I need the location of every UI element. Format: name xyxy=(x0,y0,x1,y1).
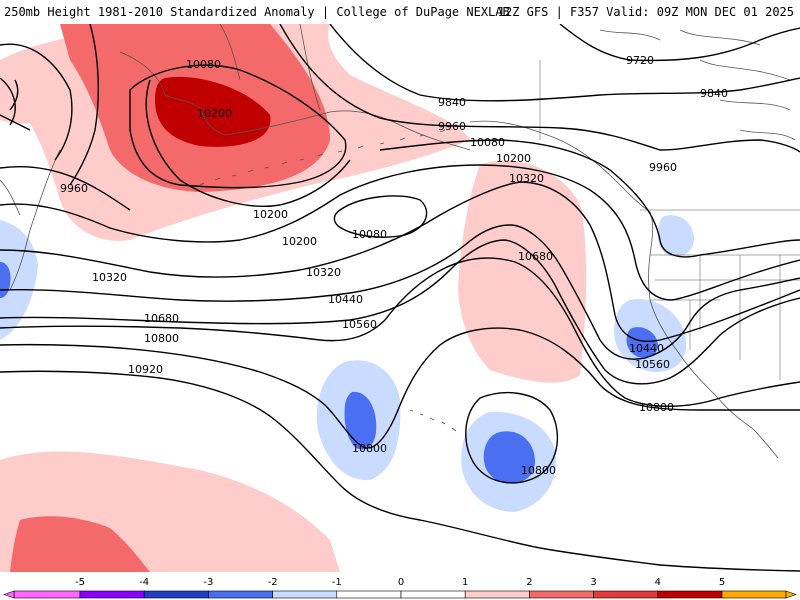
contour-10200 xyxy=(0,164,800,301)
contour-label: 10800 xyxy=(521,464,556,477)
negative-anomaly-core xyxy=(626,327,658,358)
contour-label: 10320 xyxy=(92,271,127,284)
map-title: 250mb Height 1981-2010 Standardized Anom… xyxy=(4,5,510,19)
contour-9960 xyxy=(279,24,800,153)
contour-label: 10680 xyxy=(518,250,553,263)
colorbar-swatch xyxy=(464,590,530,599)
negative-anomaly-region xyxy=(657,215,694,257)
model-run-valid-time: 12Z GFS | F357 Valid: 09Z MON DEC 01 202… xyxy=(497,5,794,19)
colorbar-tick-label: -1 xyxy=(332,577,342,588)
contour-10800 xyxy=(0,327,800,449)
hawaiian-islands xyxy=(409,409,457,432)
anomaly-map: 9720 9840 9840 9960 9960 9960 10080 1008… xyxy=(0,24,800,572)
contour-label: 10440 xyxy=(629,342,664,355)
colorbar-swatch xyxy=(721,590,787,599)
geography-outlines xyxy=(0,24,800,459)
arctic-islands xyxy=(599,29,796,141)
negative-anomaly-core xyxy=(344,391,377,450)
positive-anomaly-region xyxy=(10,516,150,572)
contour-label: 10560 xyxy=(342,318,377,331)
contour-label: 10800 xyxy=(144,332,179,345)
colorbar-swatch xyxy=(657,590,723,599)
aleutian-islands xyxy=(199,129,446,186)
colorbar: -5 -4 -3 -2 -1 0 1 2 3 4 5 xyxy=(3,577,797,599)
contour-10920 xyxy=(0,370,800,572)
colorbar-swatch xyxy=(529,590,594,599)
contour-label: 10200 xyxy=(496,152,531,165)
contour-label: 10200 xyxy=(253,208,288,221)
colorbar-swatch xyxy=(593,590,659,599)
colorbar-swatch xyxy=(79,590,145,599)
colorbar-swatch xyxy=(13,590,81,599)
contour-label: 10080 xyxy=(470,136,505,149)
contour-10200 xyxy=(145,79,351,207)
contour-label: 9720 xyxy=(626,54,654,67)
contour-label: 9960 xyxy=(649,161,677,174)
contour-label: 10320 xyxy=(306,266,341,279)
contour-10320 xyxy=(0,181,800,342)
colorbar-tick-label: -4 xyxy=(139,577,149,588)
contour-label: 9840 xyxy=(438,96,466,109)
positive-anomaly-region xyxy=(0,56,90,124)
colorbar-tick-label: 5 xyxy=(719,577,725,588)
asia-coastline xyxy=(0,149,61,291)
us-west-coastline xyxy=(648,254,779,459)
colorbar-tick-label: -3 xyxy=(203,577,213,588)
colorbar-tick-label: -2 xyxy=(268,577,278,588)
colorbar-swatch xyxy=(208,590,273,599)
colorbar-end-left xyxy=(3,590,15,599)
contour-10080 xyxy=(0,139,800,258)
contour-10560 xyxy=(0,239,800,385)
contour-label: 10560 xyxy=(635,358,670,371)
colorbar-end-right xyxy=(785,590,797,599)
colorbar-swatch xyxy=(400,590,466,599)
contour-label: 10440 xyxy=(328,293,363,306)
contour-label: 10200 xyxy=(282,235,317,248)
colorbar-tick-label: -5 xyxy=(75,577,85,588)
contour-label: 9960 xyxy=(60,182,88,195)
colorbar-swatch xyxy=(143,590,209,599)
contour-10800 xyxy=(465,391,559,484)
contour-label: 9840 xyxy=(700,87,728,100)
alaska-coastline xyxy=(119,51,471,151)
colorbar-tick-label: 3 xyxy=(590,577,596,588)
colorbar-tick-label: 0 xyxy=(398,577,404,588)
colorbar-swatch xyxy=(272,590,338,599)
contour-10680 xyxy=(0,257,800,407)
contour-label: 10200 xyxy=(197,107,232,120)
contour-label: 10800 xyxy=(639,401,674,414)
colorbar-tick-label: 1 xyxy=(462,577,468,588)
contour-9960 xyxy=(0,24,99,186)
height-contours xyxy=(0,24,800,572)
contour-label: 9960 xyxy=(438,120,466,133)
contour-labels: 9720 9840 9840 9960 9960 9960 10080 1008… xyxy=(60,54,728,477)
contour-label: 10680 xyxy=(144,312,179,325)
positive-anomaly-core xyxy=(155,76,271,147)
contour-9840 xyxy=(0,43,73,161)
colorbar-swatch xyxy=(336,590,402,599)
colorbar-swatches xyxy=(3,590,797,599)
contour-label: 10920 xyxy=(128,363,163,376)
negative-anomaly-core xyxy=(483,431,535,484)
contour-10080 xyxy=(129,64,347,189)
positive-anomaly-region xyxy=(458,160,587,383)
contour-label: 10320 xyxy=(509,172,544,185)
contour-9840 xyxy=(329,24,800,102)
colorbar-ticks: -5 -4 -3 -2 -1 0 1 2 3 4 5 xyxy=(75,577,725,588)
colorbar-tick-label: 2 xyxy=(526,577,532,588)
contour-label: 10080 xyxy=(186,58,221,71)
header: 250mb Height 1981-2010 Standardized Anom… xyxy=(0,0,800,24)
contour-10440 xyxy=(0,224,800,360)
negative-anomaly-core xyxy=(0,262,11,298)
contour-label: 10080 xyxy=(352,228,387,241)
contour-label: 10800 xyxy=(352,442,387,455)
colorbar-tick-label: 4 xyxy=(655,577,661,588)
contour-segment xyxy=(0,77,16,126)
contour-9720 xyxy=(559,24,800,62)
